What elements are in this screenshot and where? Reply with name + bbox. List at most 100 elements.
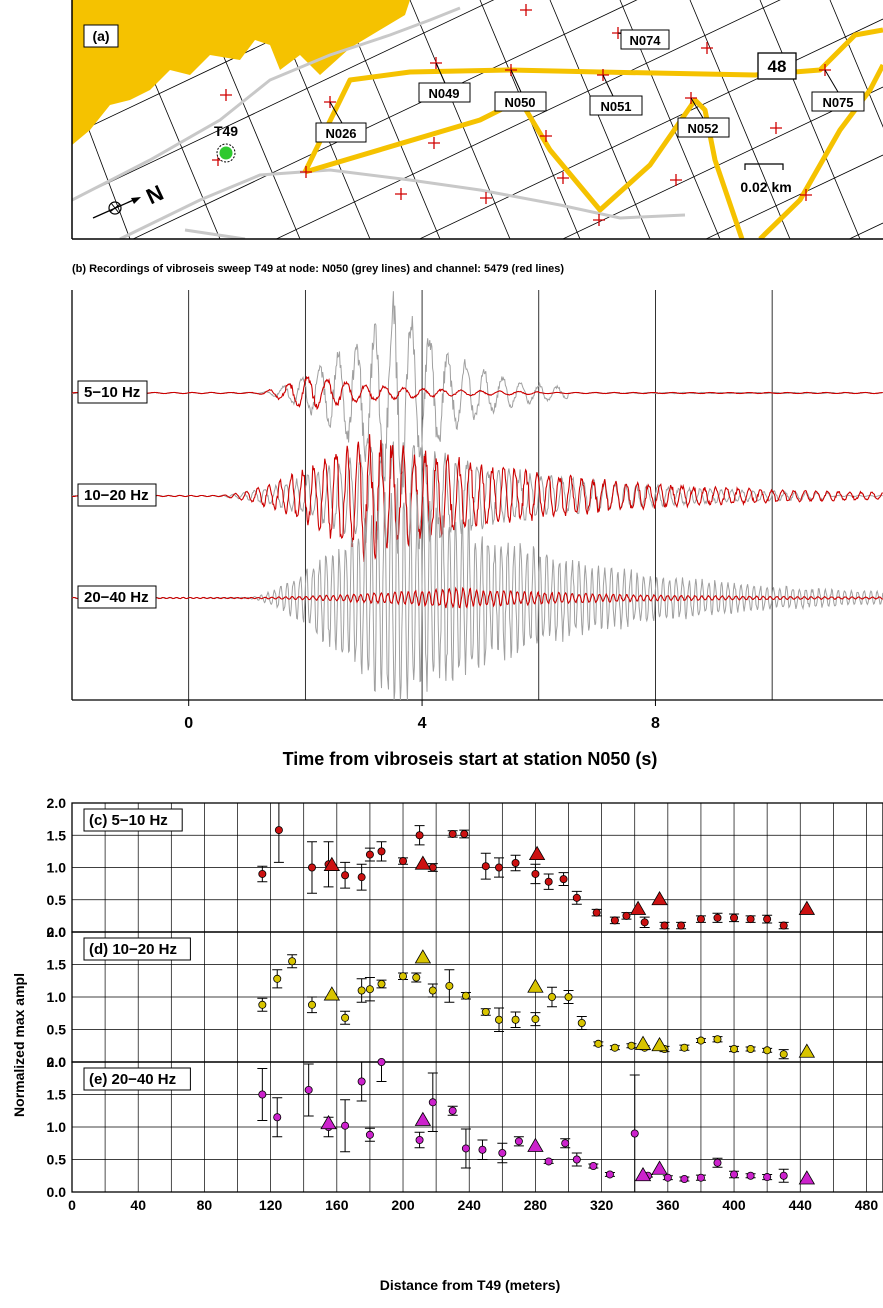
triangle-point — [527, 1137, 544, 1152]
trace-red-0 — [71, 375, 883, 411]
triangle-point — [320, 1114, 337, 1130]
x-tick-label: 200 — [391, 1197, 415, 1213]
x-tick-label: 4 — [418, 715, 427, 732]
panel-d-scatter: 0.0 0.5 1.0 1.5 2.0 (d) 10−20 Hz — [47, 924, 883, 1070]
triangle-point — [634, 1166, 652, 1182]
data-point — [663, 1173, 672, 1182]
data-point — [605, 1170, 614, 1179]
data-point — [610, 1043, 619, 1052]
data-point — [746, 1171, 755, 1180]
data-point — [572, 1155, 581, 1164]
triangle-point — [323, 856, 341, 871]
triangle-point — [629, 900, 647, 915]
x-tick-label: 40 — [130, 1197, 146, 1213]
data-point — [680, 1175, 689, 1184]
data-point — [415, 831, 424, 840]
data-point — [399, 972, 408, 981]
source-label: T49 — [214, 123, 238, 139]
triangle-point — [651, 1036, 668, 1052]
data-point — [531, 869, 540, 878]
panel-a-label: (a) — [92, 28, 109, 44]
data-point — [288, 957, 297, 966]
data-point — [746, 1045, 755, 1054]
data-point — [377, 847, 386, 856]
node-label: N074 — [629, 33, 661, 48]
data-point — [544, 877, 553, 886]
y-tick-label: 0.0 — [47, 1184, 67, 1200]
data-point — [478, 1145, 487, 1154]
y-tick-label: 1.5 — [47, 1087, 67, 1103]
panel-a-map: (a) T49 N 0.02 km 48 N074 N049 — [71, 0, 883, 240]
data-point — [713, 913, 722, 922]
data-point — [511, 858, 520, 867]
trace-red-2 — [71, 586, 883, 609]
data-point — [730, 1170, 739, 1179]
node-label: N051 — [600, 99, 631, 114]
data-point — [415, 1136, 424, 1145]
data-point — [696, 1173, 705, 1182]
x-axis-label: Distance from T49 (meters) — [380, 1277, 561, 1293]
data-point — [564, 993, 573, 1002]
panel-label-box — [83, 937, 191, 961]
triangle-point — [528, 845, 546, 860]
data-point — [763, 1173, 772, 1182]
panel-c-scatter: 0.0 0.5 1.0 1.5 2.0 (c) 5−10 Hz — [47, 795, 883, 940]
data-point — [258, 1000, 267, 1009]
data-point — [630, 1129, 639, 1138]
data-point — [730, 913, 739, 922]
triangle-point — [651, 1160, 668, 1175]
x-tick-label: 320 — [590, 1197, 614, 1213]
y-tick-label: 1.0 — [47, 989, 67, 1005]
data-point — [448, 829, 457, 838]
data-point — [341, 871, 350, 880]
data-point — [713, 1158, 722, 1167]
landmass-shape — [72, 0, 410, 145]
x-tick-label: 8 — [651, 715, 660, 732]
data-point — [594, 1039, 603, 1048]
y-tick-label: 0.0 — [47, 924, 67, 940]
x-tick-label: 360 — [656, 1197, 680, 1213]
data-point — [399, 857, 408, 866]
data-point — [365, 985, 374, 994]
data-point — [304, 1085, 313, 1094]
data-point — [763, 1046, 772, 1055]
node-labels: N074 N049 N050 N051 N026 N052 N075 — [315, 29, 865, 143]
data-point — [273, 974, 282, 983]
data-point — [677, 921, 686, 930]
data-point — [428, 1098, 437, 1107]
node-label: N075 — [822, 95, 853, 110]
triangle-point — [414, 855, 432, 870]
data-point — [341, 1121, 350, 1130]
data-point — [461, 991, 470, 1000]
y-tick-label: 0.0 — [47, 1054, 67, 1070]
data-point — [307, 1000, 316, 1009]
x-tick-label: 160 — [325, 1197, 349, 1213]
line-number-label: 48 — [768, 57, 787, 76]
trace-label-box — [77, 380, 148, 404]
data-point — [511, 1015, 520, 1024]
data-point — [640, 918, 649, 927]
data-point — [377, 1058, 386, 1067]
data-point — [627, 1041, 636, 1050]
scale-bar — [744, 163, 784, 170]
data-point — [589, 1162, 598, 1171]
panel-b-waveforms: 0 4 8 5−10 Hz 10−20 Hz 20−40 Hz — [71, 290, 883, 732]
y-tick-label: 1.5 — [47, 827, 67, 843]
data-point — [559, 875, 568, 884]
triangle-point — [798, 1043, 816, 1058]
data-point — [498, 1149, 507, 1158]
data-point — [763, 915, 772, 924]
triangle-point — [798, 1170, 816, 1185]
data-point — [428, 986, 437, 995]
node-label: N049 — [428, 86, 459, 101]
data-point — [577, 1019, 586, 1028]
y-tick-label: 2.0 — [47, 924, 67, 940]
trace-red-1 — [71, 434, 883, 563]
x-tick-label: 0 — [184, 715, 193, 732]
y-tick-label: 1.0 — [47, 860, 67, 876]
data-point — [495, 863, 504, 872]
panel-label: (e) 20−40 Hz — [89, 1071, 176, 1088]
y-tick-label: 0.5 — [47, 1152, 67, 1168]
x-tick-label: 480 — [855, 1197, 879, 1213]
data-point — [481, 862, 490, 871]
